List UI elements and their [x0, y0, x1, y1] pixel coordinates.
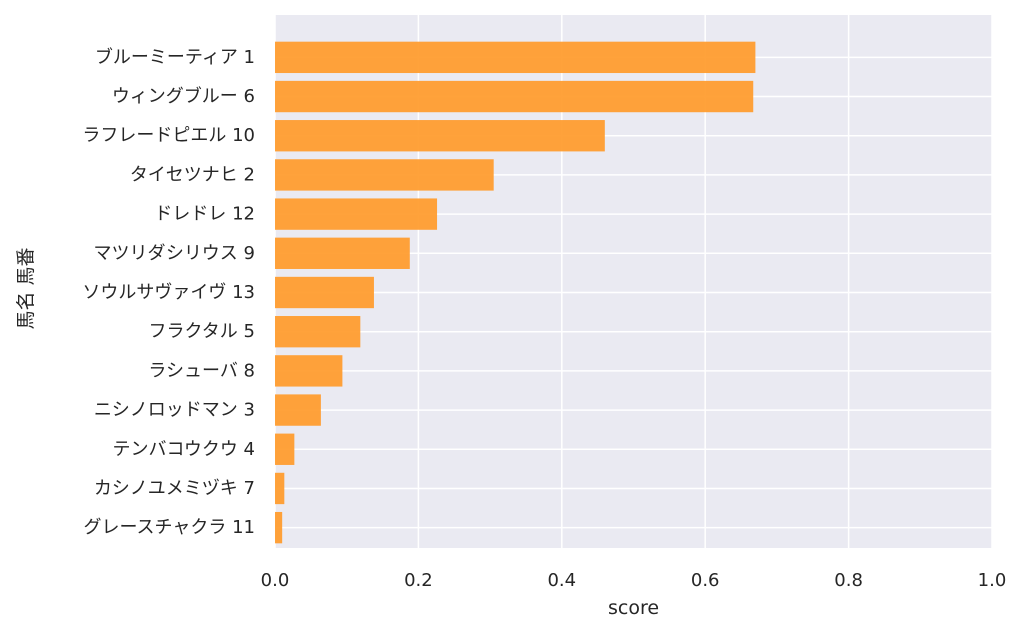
x-tick-label: 1.0 [978, 570, 1007, 591]
y-tick-label: ラフレードピエル 10 [82, 125, 255, 146]
y-tick-label: ソウルサヴァイヴ 13 [82, 282, 255, 303]
bar [275, 316, 361, 348]
bar [275, 511, 283, 544]
bar [275, 120, 605, 152]
bar [275, 472, 285, 505]
y-tick-label: ラシューバ 8 [148, 360, 255, 381]
y-tick-label: タイセツナヒ 2 [130, 164, 255, 185]
bar [275, 433, 295, 465]
bars [275, 41, 756, 544]
bar [275, 159, 494, 191]
bar [275, 80, 754, 113]
y-tick-label: ドレドレ 12 [154, 204, 255, 225]
bar [275, 237, 410, 269]
bar [275, 198, 438, 230]
y-tick-label: テンバコウクウ 4 [113, 439, 255, 460]
y-tick-label: マツリダシリウス 9 [93, 243, 255, 264]
x-tick-label: 0.8 [834, 570, 863, 591]
x-axis-title: score [608, 597, 659, 619]
y-tick-label: グレースチャクラ 11 [83, 517, 255, 538]
y-tick-labels: ブルーミーティア 1 ウィングブルー 6 ラフレードピエル 10 タイセツナヒ 2 ドレ… [82, 46, 255, 538]
y-tick-label: フラクタル 5 [149, 321, 255, 342]
y-tick-label: カシノユメミヅキ 7 [94, 478, 255, 499]
bar [275, 394, 321, 426]
y-axis-title: 馬名 馬番 [15, 247, 37, 329]
bar [275, 355, 343, 387]
x-tick-label: 0.2 [404, 570, 433, 591]
y-tick-label: ニシノロッドマン 3 [94, 400, 255, 421]
x-tick-label: 0.6 [691, 570, 720, 591]
x-tick-label: 0.4 [547, 570, 576, 591]
y-tick-label: ウィングブルー 6 [112, 85, 255, 107]
x-tick-labels: 0.0 0.2 0.4 0.6 0.8 1.0 [261, 570, 1007, 591]
bar [275, 276, 374, 309]
y-tick-label: ブルーミーティア 1 [95, 46, 255, 68]
bar [275, 41, 756, 74]
x-tick-label: 0.0 [261, 570, 290, 591]
